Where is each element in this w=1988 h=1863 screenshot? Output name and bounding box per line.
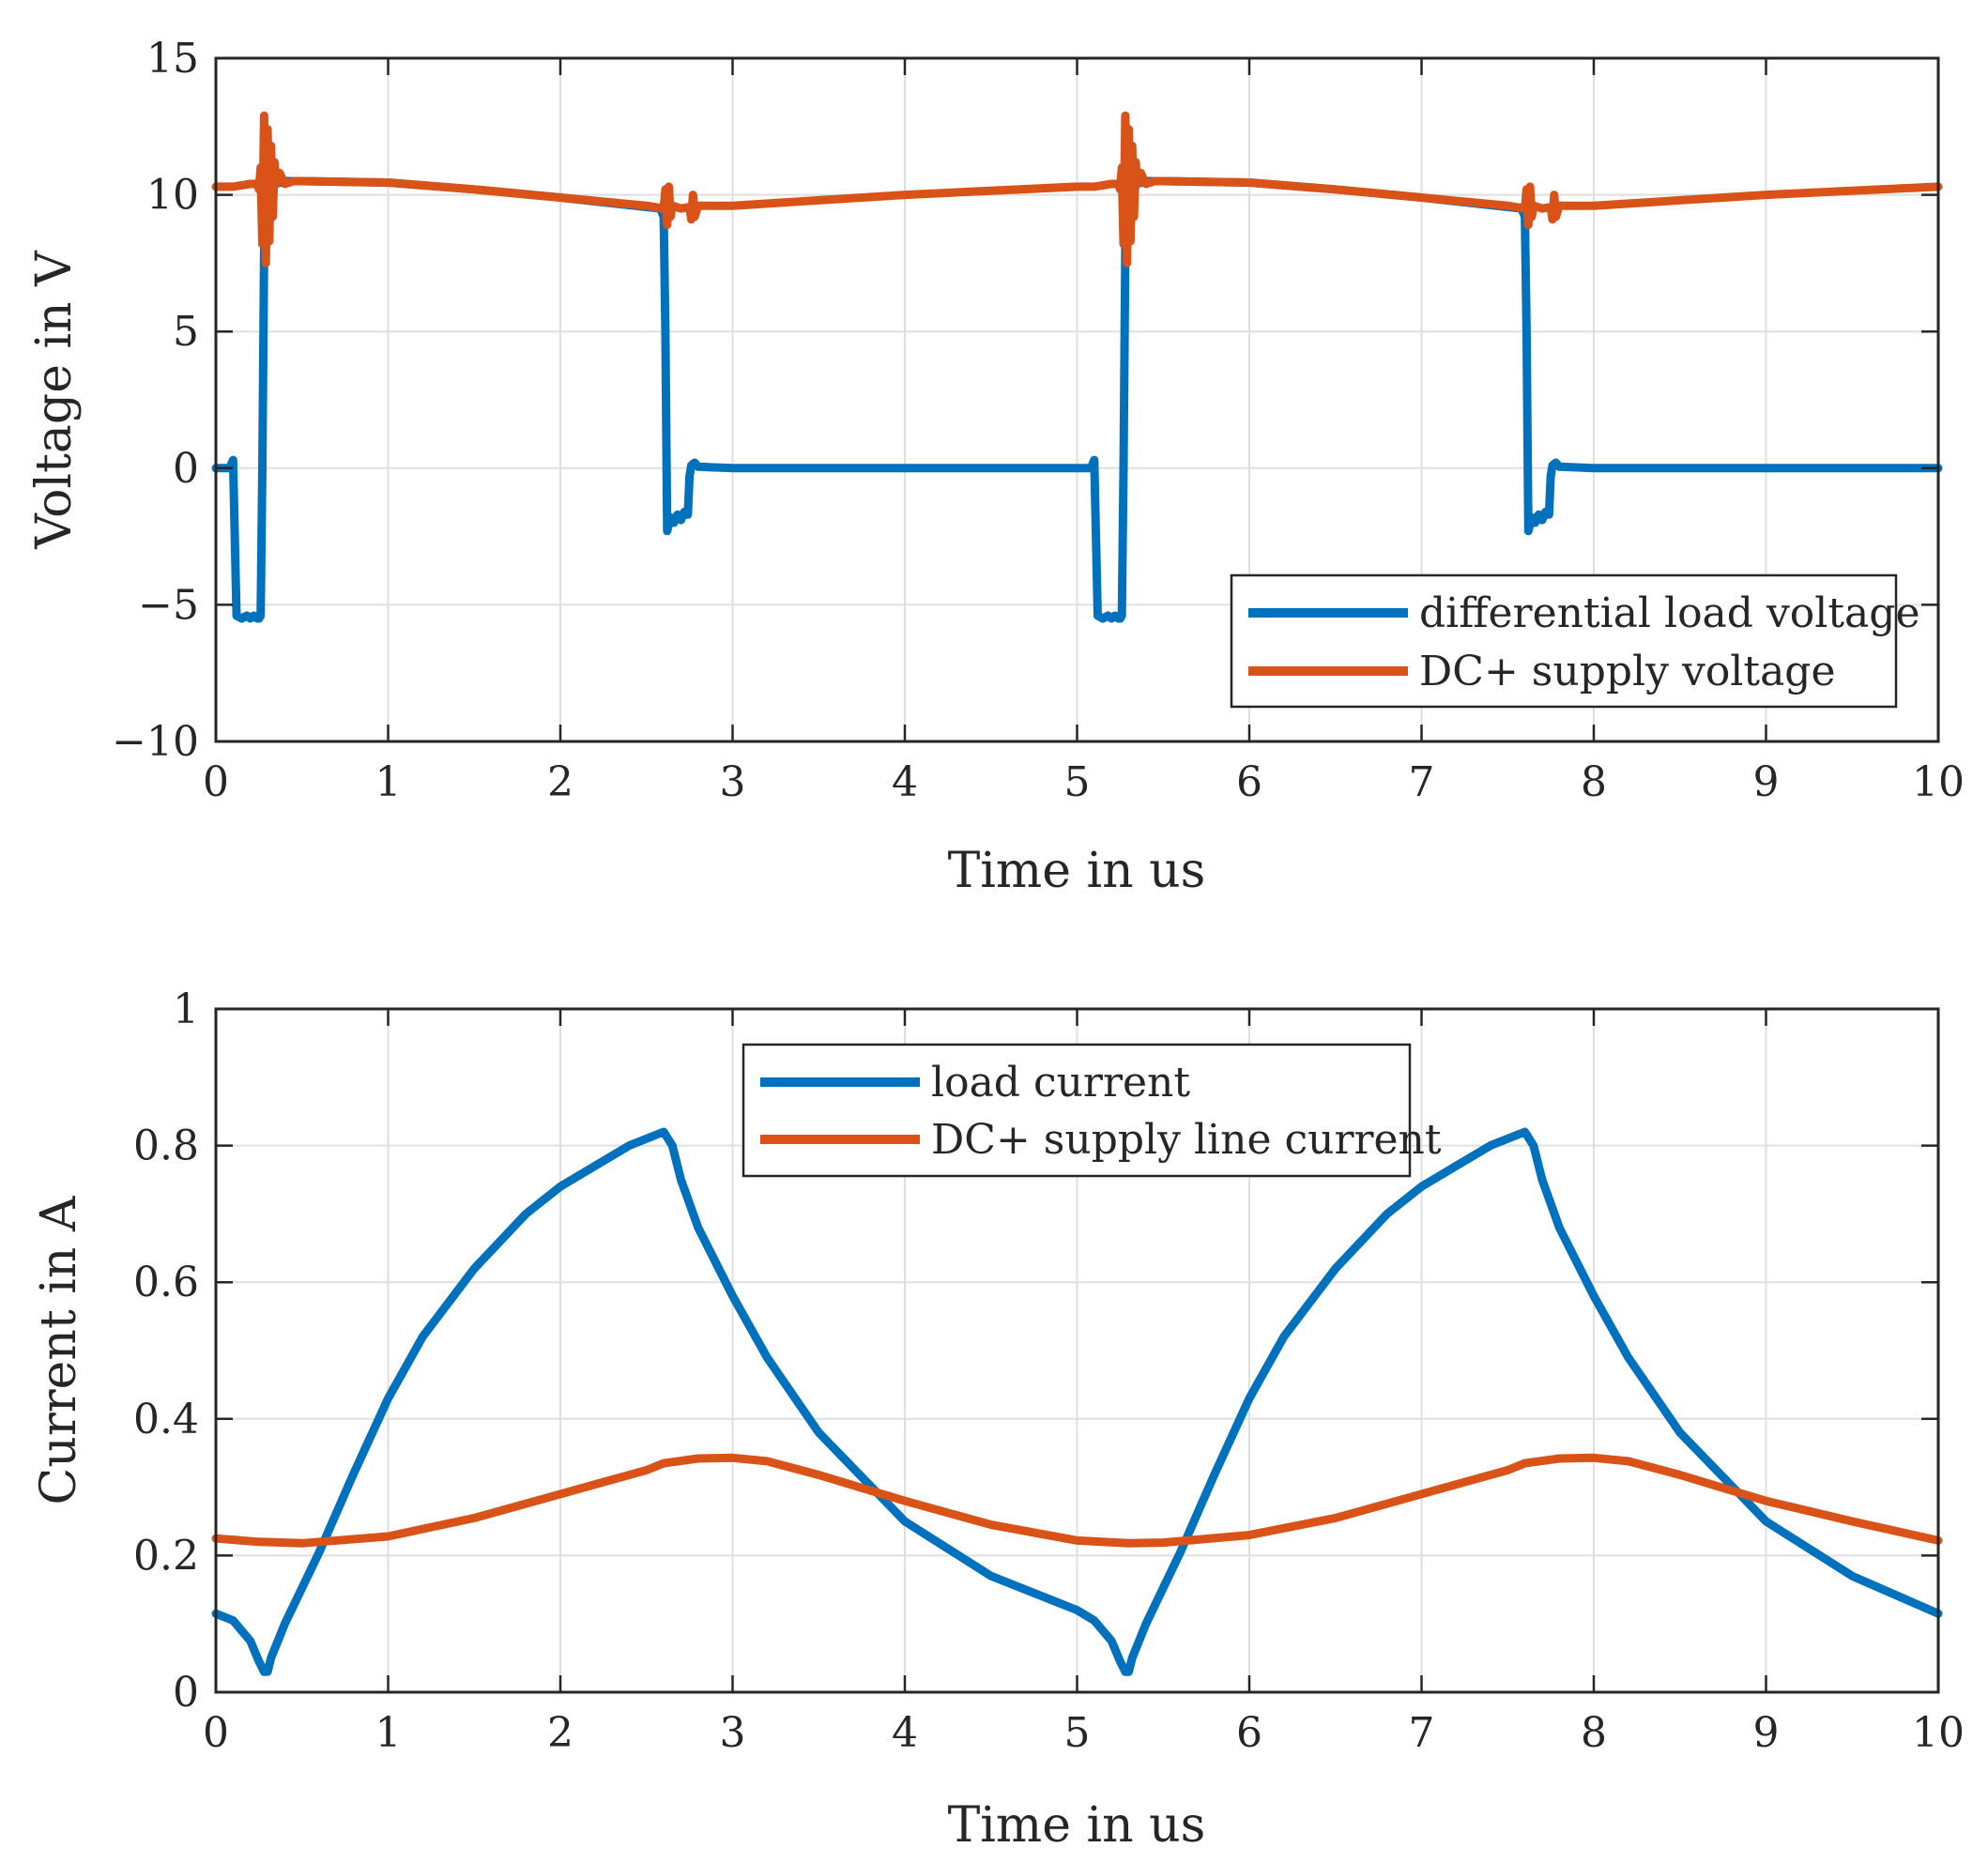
voltage-x-tick-label: 7 (1409, 758, 1435, 806)
current-series-line-1 (211, 1127, 1943, 1676)
current-x-tick-label: 10 (1912, 1709, 1965, 1757)
current-x-tick-label: 3 (720, 1709, 746, 1757)
current-legend: load current DC+ supply line current (742, 1043, 1442, 1178)
current-y-tick-label: 1 (173, 985, 199, 1033)
current-y-tick-label: 0 (173, 1669, 199, 1717)
voltage-y-tick-label: 5 (173, 308, 199, 356)
current-x-tick-label: 6 (1236, 1709, 1262, 1757)
voltage-legend-box (1230, 573, 1898, 709)
current-x-tick-label: 9 (1753, 1709, 1780, 1757)
current-y-ticks: 0 0.2 0.4 0.6 0.8 1 (133, 985, 1938, 1717)
voltage-x-tick-label: 5 (1064, 758, 1091, 806)
current-x-tick-label: 2 (547, 1709, 573, 1757)
voltage-y-tick-label: −10 (112, 718, 199, 766)
current-y-axis-label: Current in A (31, 1195, 87, 1504)
voltage-y-tick-label: −5 (138, 581, 199, 629)
current-x-ticks: 0 1 2 3 4 5 6 7 8 9 10 (203, 1009, 1965, 1757)
voltage-x-ticks: 0 1 2 3 4 5 6 7 8 9 10 (203, 58, 1965, 806)
voltage-x-tick-label: 3 (720, 758, 746, 806)
current-series (211, 1127, 1943, 1676)
voltage-x-tick-label: 10 (1912, 758, 1965, 806)
voltage-x-tick-label: 4 (892, 758, 918, 806)
voltage-x-tick-label: 2 (547, 758, 573, 806)
current-legend-box (742, 1043, 1412, 1178)
voltage-y-tick-label: 10 (146, 172, 199, 220)
voltage-y-ticks: −10 −5 0 5 10 15 (112, 35, 1938, 766)
voltage-legend: differential load voltage DC+ supply vol… (1230, 573, 1919, 709)
voltage-x-tick-label: 9 (1753, 758, 1780, 806)
voltage-x-axis-label: Time in us (948, 843, 1206, 899)
voltage-x-tick-label: 1 (375, 758, 402, 806)
current-x-tick-label: 5 (1064, 1709, 1091, 1757)
current-y-tick-label: 0.4 (133, 1396, 199, 1443)
voltage-legend-label-supply: DC+ supply voltage (1419, 648, 1836, 695)
current-legend-label-load: load current (931, 1059, 1190, 1107)
voltage-y-tick-label: 0 (173, 445, 199, 493)
voltage-x-tick-label: 0 (203, 758, 229, 806)
current-x-tick-label: 1 (375, 1709, 402, 1757)
current-series-line-2 (211, 1453, 1943, 1548)
voltage-legend-label-load: differential load voltage (1419, 589, 1919, 637)
current-x-tick-label: 7 (1409, 1709, 1435, 1757)
voltage-x-tick-label: 6 (1236, 758, 1262, 806)
current-legend-label-supply: DC+ supply line current (931, 1116, 1442, 1164)
current-chart: 0 1 2 3 4 5 6 7 8 9 10 0 0.2 0.4 0.6 0.8 1 Time in us C… (31, 985, 1965, 1854)
voltage-series-line-2 (211, 111, 1943, 267)
current-x-axis-label: Time in us (948, 1797, 1206, 1854)
current-y-tick-label: 0.6 (133, 1259, 199, 1306)
current-y-tick-label: 0.2 (133, 1532, 199, 1580)
voltage-x-tick-label: 8 (1581, 758, 1607, 806)
current-y-tick-label: 0.8 (133, 1122, 199, 1170)
current-x-tick-label: 4 (892, 1709, 918, 1757)
voltage-y-axis-label: Voltage in V (26, 250, 83, 550)
current-x-tick-label: 0 (203, 1709, 229, 1757)
current-x-tick-label: 8 (1581, 1709, 1607, 1757)
voltage-series (211, 111, 1943, 623)
voltage-chart: 0 1 2 3 4 5 6 7 8 9 10 −10 −5 0 5 10 15 Time in us Volt… (26, 35, 1965, 899)
voltage-y-tick-label: 15 (146, 35, 199, 83)
